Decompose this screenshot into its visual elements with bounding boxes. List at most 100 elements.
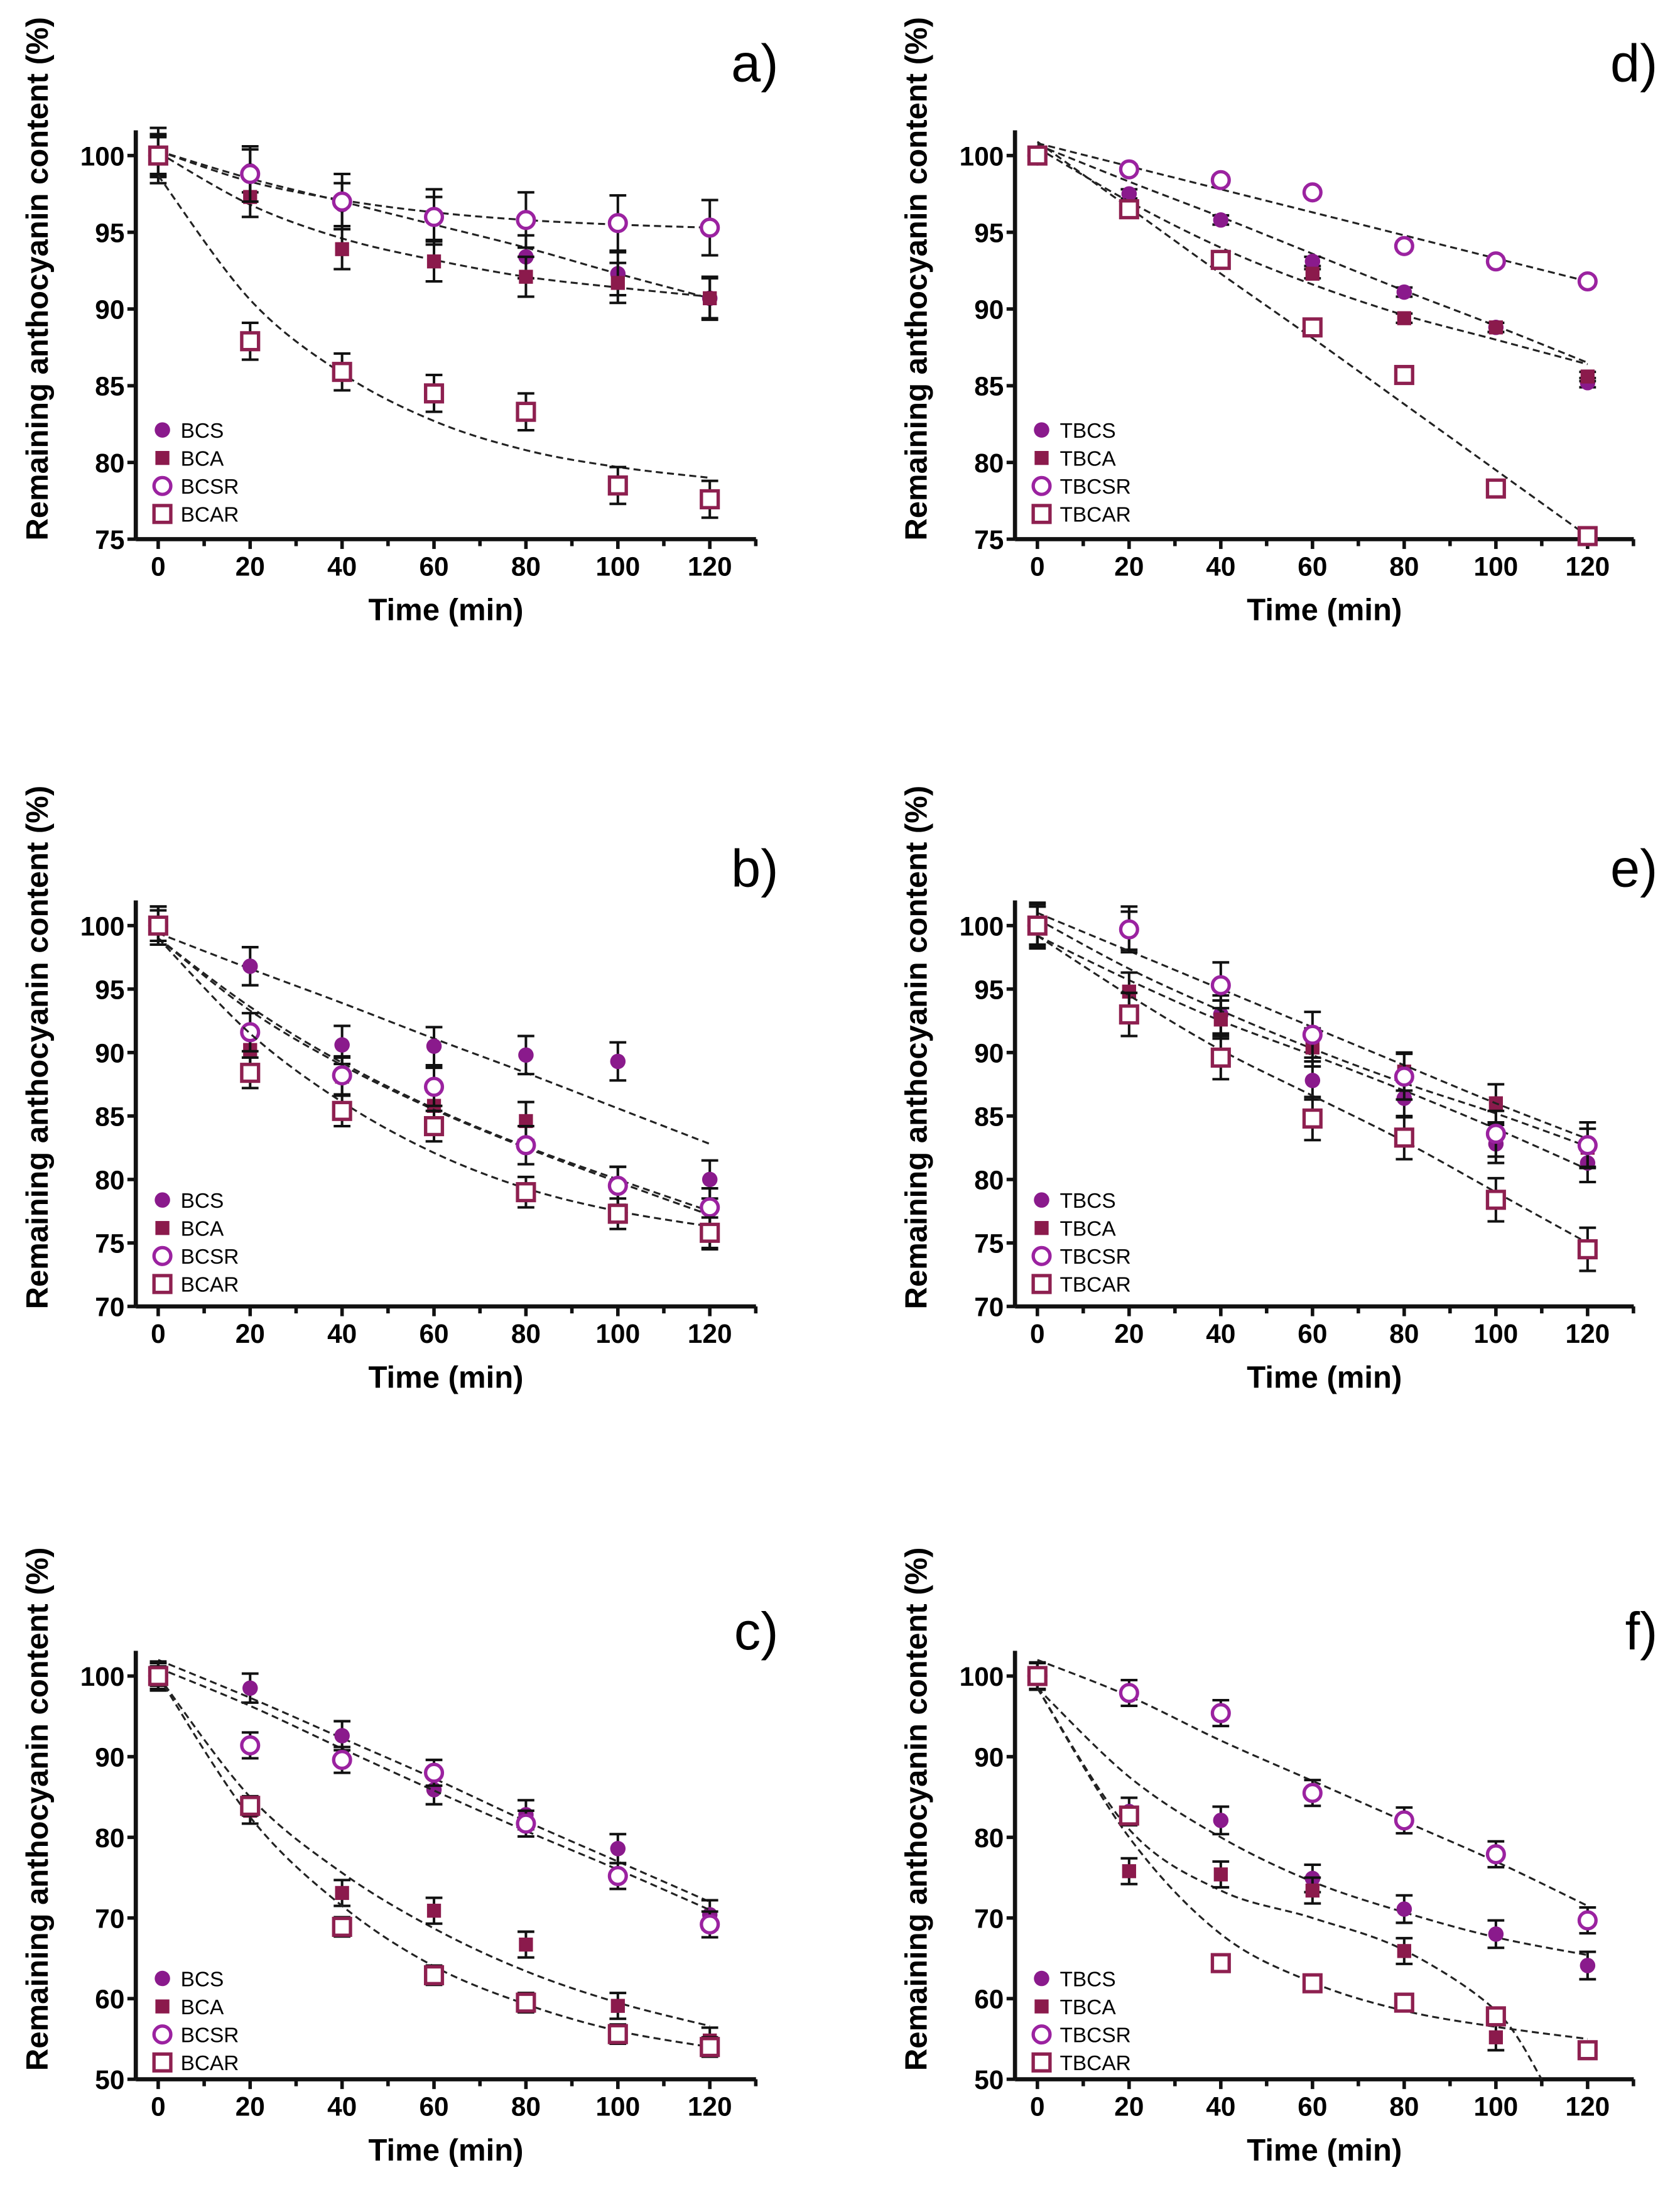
data-point	[516, 210, 536, 231]
data-point	[1485, 1844, 1506, 1865]
y-tick-label: 85	[95, 1102, 124, 1131]
data-point	[1577, 1239, 1598, 1260]
legend-label: TBCS	[1059, 1968, 1115, 1991]
x-tick-label: 100	[595, 1319, 640, 1348]
legend-marker	[1031, 2052, 1052, 2073]
data-point	[702, 1171, 718, 1188]
data-point	[240, 163, 261, 185]
data-point	[426, 254, 442, 269]
x-tick-label: 0	[1030, 1319, 1045, 1348]
data-point	[332, 1916, 352, 1937]
legend-label: TBCS	[1059, 1190, 1115, 1213]
y-tick-label: 90	[95, 1038, 124, 1068]
data-point	[332, 1100, 352, 1121]
chart-panel-f: 50 60 70 80 90 100 0 20 40 60 80 100 120 Time (min) Re…	[900, 1548, 1658, 2167]
y-tick-label: 80	[974, 448, 1004, 478]
data-point	[332, 191, 352, 212]
legend-label: BCAR	[181, 2052, 239, 2075]
y-tick-label: 95	[95, 975, 124, 1004]
panel-label: a)	[731, 33, 778, 93]
data-point	[240, 1735, 261, 1756]
data-point	[1580, 369, 1595, 384]
y-tick-label: 85	[974, 372, 1004, 401]
data-point	[1485, 478, 1506, 499]
x-axis-title: Time (min)	[368, 2134, 523, 2167]
legend-marker	[152, 2052, 173, 2073]
data-point	[1121, 186, 1137, 202]
legend-label: TBCSR	[1059, 1245, 1130, 1269]
data-point	[610, 1999, 625, 2013]
x-tick-label: 100	[1474, 1319, 1519, 1348]
x-tick-label: 100	[1474, 2091, 1519, 2121]
y-tick-label: 85	[95, 372, 124, 401]
legend-marker	[152, 2024, 173, 2045]
x-tick-label: 80	[1389, 551, 1419, 581]
x-tick-label: 40	[327, 1319, 357, 1348]
data-point	[1027, 1666, 1048, 1686]
x-tick-label: 80	[511, 551, 541, 581]
x-tick-label: 120	[1566, 1319, 1610, 1348]
legend-marker	[1031, 2024, 1052, 2045]
data-point	[519, 1114, 533, 1129]
fit-curve	[1036, 1687, 1588, 2040]
data-point	[1122, 1864, 1136, 1879]
data-point	[610, 276, 625, 290]
y-tick-label: 80	[95, 1823, 124, 1853]
x-axis-title: Time (min)	[1247, 594, 1402, 627]
data-point	[332, 1065, 352, 1086]
y-tick-label: 90	[974, 1038, 1004, 1068]
x-tick-label: 100	[595, 2091, 640, 2121]
legend-label: BCS	[181, 420, 224, 443]
series-BCSR	[148, 905, 720, 1228]
y-tick-label: 70	[974, 1293, 1004, 1322]
legend-label: TBCAR	[1059, 504, 1130, 527]
y-tick-label: 95	[95, 218, 124, 247]
data-point	[519, 1937, 533, 1952]
data-point	[1577, 2040, 1598, 2061]
y-tick-label: 60	[974, 1985, 1004, 2014]
data-point	[519, 269, 533, 284]
data-point	[1488, 320, 1504, 335]
series-BCAR	[148, 909, 720, 1250]
y-tick-label: 75	[95, 525, 124, 555]
legend-label: TBCA	[1059, 447, 1116, 470]
series-TBCAR	[1027, 1666, 1598, 2061]
legend-label: BCAR	[181, 1274, 239, 1297]
y-tick-label: 70	[95, 1904, 124, 1933]
legend-label: TBCSR	[1059, 475, 1130, 499]
data-point	[1210, 975, 1231, 995]
x-tick-label: 120	[688, 1319, 732, 1348]
x-tick-label: 120	[688, 551, 732, 581]
x-tick-label: 40	[1206, 1319, 1235, 1348]
data-point	[1488, 2030, 1504, 2044]
x-tick-label: 20	[1114, 551, 1144, 581]
y-tick-label: 95	[974, 975, 1004, 1004]
legend-label: TBCSR	[1059, 2024, 1130, 2047]
data-point	[335, 242, 349, 256]
fit-curve	[157, 937, 710, 1228]
y-tick-label: 100	[80, 141, 125, 171]
data-point	[607, 1203, 628, 1224]
y-tick-label: 70	[974, 1904, 1004, 1933]
legend-marker	[1034, 1192, 1049, 1208]
data-point	[148, 145, 168, 166]
data-point	[1394, 1127, 1414, 1148]
data-point	[332, 1750, 352, 1771]
data-point	[703, 291, 717, 306]
data-point	[423, 1115, 445, 1137]
data-point	[607, 1865, 628, 1887]
legend-marker	[154, 422, 170, 438]
data-point	[1577, 271, 1598, 292]
x-tick-label: 40	[1206, 551, 1235, 581]
data-point	[610, 1841, 626, 1857]
y-axis-title: Remaining anthocyanin content (%)	[21, 1548, 55, 2071]
legend-marker	[152, 475, 173, 496]
y-tick-label: 75	[974, 1229, 1004, 1259]
legend-marker	[1031, 1245, 1052, 1266]
legend-marker	[1034, 1221, 1049, 1235]
series-BCS	[149, 905, 718, 1200]
x-tick-label: 60	[1298, 2091, 1327, 2121]
data-point	[1027, 145, 1048, 166]
legend-label: BCA	[181, 1996, 224, 2019]
